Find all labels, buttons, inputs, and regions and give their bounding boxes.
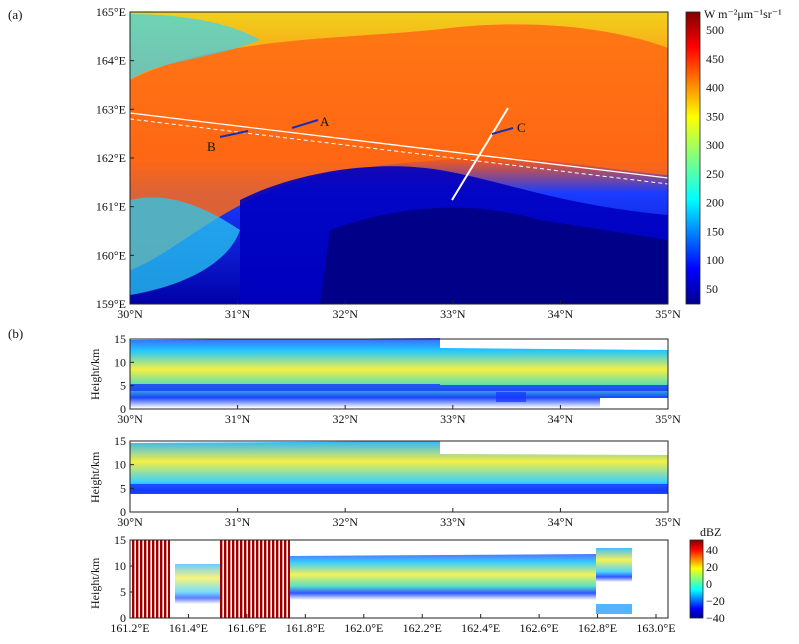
profile-2-image [130,441,668,511]
radiance-colorbar-tick-label: 350 [706,109,724,123]
profile-3-x-tick-label: 162.6°E [520,621,559,635]
profile-2-x-tick-label: 32°N [332,515,358,529]
radiance-colorbar-tick-label: 500 [706,23,724,37]
track-line-c [451,107,509,201]
radiance-colorbar-tick-label: 200 [706,196,724,210]
radiance-colorbar-ticks: 500 450 400 350 300 250 200 150 100 50 [706,23,724,296]
profile-1-y-tick-label: 0 [120,402,126,416]
dbz-colorbar-tick-label: 40 [706,543,718,557]
radiance-colorbar [685,11,701,305]
dbz-colorbar-tick-label: −40 [706,611,725,625]
profile-3-x-tick-label: 162.8°E [578,621,617,635]
profile-1-x-tick-label: 35°N [655,412,681,426]
radiance-colorbar-tick-label: 300 [706,138,724,152]
panel-a-y-ticks: 165°E 164°E 163°E 162°E 161°E 160°E 159°E [96,5,134,311]
arrow-a [291,119,319,129]
profile-2-frame [129,440,669,513]
panel-a-x-tick-label: 31°N [225,307,251,321]
arrow-c [491,127,514,135]
profile-3-x-tick-label: 162.2°E [403,621,442,635]
profile-3-image [130,540,632,618]
dbz-colorbar-tick-label: −20 [706,594,725,608]
profile-1-x-tick-label: 30°N [117,412,143,426]
profile-3-x-tick-label: 161.6°E [227,621,266,635]
profile-3-x-ticks: 161.2°E 161.4°E 161.6°E 161.8°E 162.0°E 162.2… [110,614,676,635]
panel-a-x-tick-label: 35°N [655,307,681,321]
radiance-colorbar-title: W m⁻²μm⁻¹sr⁻¹ [704,7,782,21]
panel-a-x-tick-label: 33°N [440,307,466,321]
radiance-colorbar-tick-label: 50 [706,282,718,296]
radiance-colorbar-tick-label: 400 [706,81,724,95]
profile-2-x-ticks: 30°N 31°N 32°N 33°N 34°N 35°N [117,508,681,529]
profile-3-x-tick-label: 163.0°E [636,621,675,635]
panel-a-y-tick-label: 165°E [96,5,126,19]
profile-1-ylabel: Height/km [88,348,102,400]
profile-2-y-tick-label: 10 [114,458,126,472]
panel-a-y-tick-label: 163°E [96,102,126,116]
profile-1-y-tick-label: 10 [114,355,126,369]
profile-3-y-tick-label: 5 [120,585,126,599]
profile-2-y-ticks: 15 10 5 0 [114,434,134,519]
annotation-a: A [320,114,330,129]
annotation-b: B [207,139,216,154]
profile-3-y-tick-label: 10 [114,559,126,573]
profile-3-x-tick-label: 161.8°E [286,621,325,635]
profile-2-ylabel: Height/km [88,451,102,503]
profile-1-frame [129,338,669,410]
track-line-dashed [129,118,669,185]
profile-1-image [130,338,668,408]
profile-1-y-tick-label: 5 [120,379,126,393]
profile-1-y-ticks: 15 10 5 0 [114,332,134,416]
panel-a-x-tick-label: 34°N [548,307,574,321]
panel-a-y-tick-label: 159°E [96,297,126,311]
panel-a-y-tick-label: 160°E [96,248,126,262]
panel-a-y-tick-label: 164°E [96,54,126,68]
profile-3-frame [129,539,669,619]
profile-1-x-ticks: 30°N 31°N 32°N 33°N 34°N 35°N [117,405,681,426]
dbz-colorbar-ticks: 40 20 0 −20 −40 [706,543,725,625]
panel-a-y-tick-label: 161°E [96,200,126,214]
profile-1-x-tick-label: 32°N [332,412,358,426]
panel-b-label: (b) [8,326,23,341]
panel-a-label: (a) [8,7,22,22]
radiance-colorbar-tick-label: 150 [706,224,724,238]
profile-2-x-tick-label: 31°N [225,515,251,529]
profile-3-y-tick-label: 0 [120,611,126,625]
profile-1-x-tick-label: 33°N [440,412,466,426]
radiance-colorbar-tick-label: 450 [706,52,724,66]
profile-3-y-ticks: 15 10 5 0 [114,533,134,625]
profile-2-x-tick-label: 34°N [548,515,574,529]
panel-a-x-ticks: 30°N 31°N 32°N 33°N 34°N 35°N [117,300,681,321]
profile-3-x-tick-label: 161.2°E [110,621,149,635]
profile-2-y-tick-label: 0 [120,505,126,519]
dbz-colorbar-title: dBZ [700,525,721,539]
dbz-colorbar-tick-label: 0 [706,577,712,591]
radiance-colorbar-tick-label: 250 [706,167,724,181]
dbz-colorbar [689,539,704,619]
map-image [129,12,669,304]
profile-1-y-tick-label: 15 [114,332,126,346]
profile-3-ylabel: Height/km [88,557,102,609]
profile-3-x-tick-label: 161.4°E [169,621,208,635]
profile-3-x-tick-label: 162.4°E [461,621,500,635]
annotation-c: C [517,120,526,135]
panel-a-x-tick-label: 32°N [332,307,358,321]
profile-3-y-tick-label: 15 [114,533,126,547]
profile-1-x-tick-label: 34°N [548,412,574,426]
profile-2-x-tick-label: 33°N [440,515,466,529]
profile-2-x-tick-label: 30°N [117,515,143,529]
panel-a-y-tick-label: 162°E [96,151,126,165]
profile-2-y-tick-label: 15 [114,434,126,448]
panel-a-x-tick-label: 30°N [117,307,143,321]
profile-2-x-tick-label: 35°N [655,515,681,529]
profile-2-y-tick-label: 5 [120,481,126,495]
profile-3-x-tick-label: 162.0°E [344,621,383,635]
profile-1-x-tick-label: 31°N [225,412,251,426]
arrow-b [219,130,249,138]
dbz-colorbar-tick-label: 20 [706,560,718,574]
radiance-colorbar-tick-label: 100 [706,253,724,267]
track-line-solid [129,112,669,179]
